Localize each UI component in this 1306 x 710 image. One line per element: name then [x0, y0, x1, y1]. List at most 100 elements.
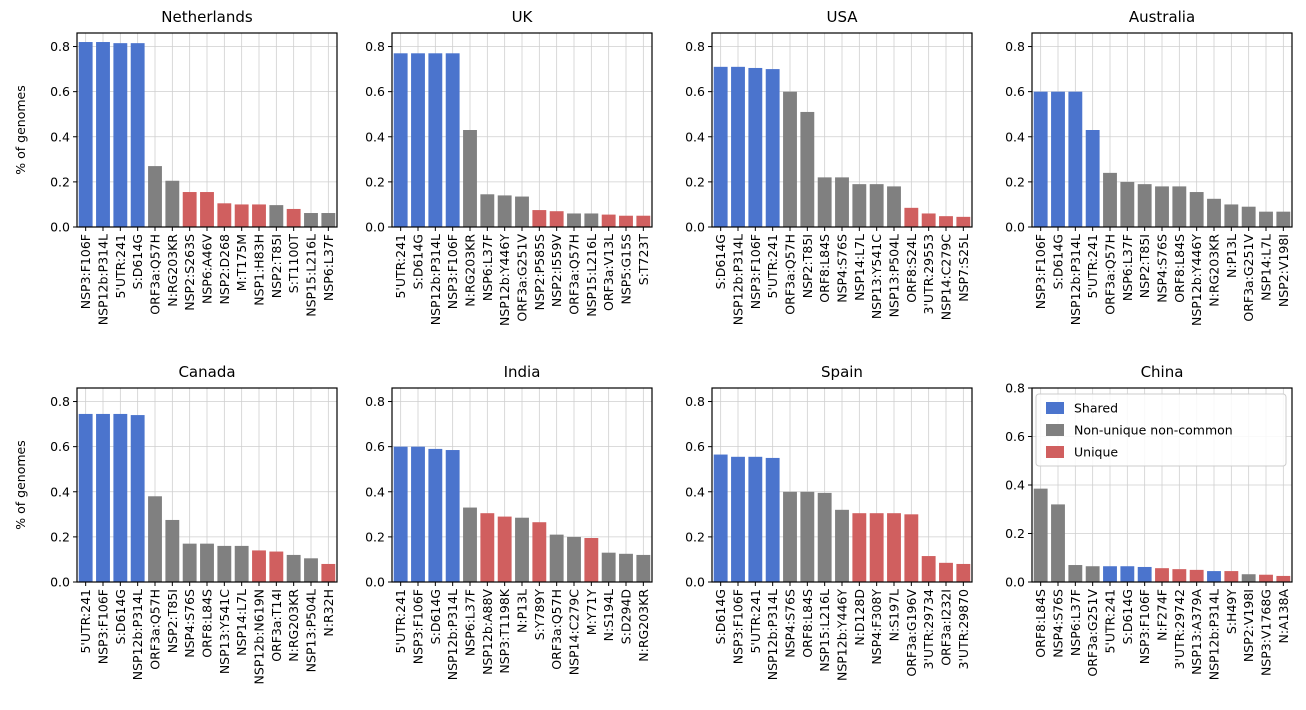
x-tick-label: ORF8:L84S: [200, 589, 215, 658]
y-tick-label: 0.6: [1005, 84, 1025, 99]
bar: [217, 203, 232, 227]
bar: [1172, 186, 1187, 227]
x-tick-label: NSP5:G15S: [619, 234, 634, 305]
subplot-title: Canada: [178, 363, 235, 381]
bar: [252, 550, 266, 582]
bar: [748, 456, 763, 582]
bar: [515, 517, 529, 582]
y-tick-label: 0.6: [685, 84, 705, 99]
bar: [480, 194, 495, 227]
x-tick-label: 5'UTR:241: [393, 589, 408, 654]
bar: [182, 192, 197, 227]
bar: [269, 551, 284, 582]
subplot-title: China: [1141, 363, 1184, 381]
x-tick-label: NSP6:L37F: [1068, 589, 1083, 656]
y-tick-label: 0.8: [50, 39, 70, 54]
bar: [165, 519, 180, 582]
x-tick-label: NSP4:S76S: [835, 234, 850, 303]
x-tick-label: NSP6:L37F: [480, 234, 495, 301]
bar: [411, 53, 425, 228]
x-tick-label: NSP2:T85I: [1137, 234, 1152, 298]
axes-frame: [391, 32, 653, 228]
x-tick-label: NSP3:F106F: [731, 589, 746, 664]
bar: [817, 177, 832, 227]
x-tick-label: NSP3:T1198K: [497, 588, 512, 673]
bar: [584, 538, 599, 582]
x-tick-label: NSP12b:P314L: [731, 234, 746, 325]
y-tick-label: 0.0: [1005, 220, 1025, 235]
x-tick-label: S:D614G: [1120, 589, 1135, 644]
axes-frame: [711, 32, 973, 228]
bar: [1189, 569, 1204, 582]
bar: [549, 534, 564, 582]
x-tick-label: S:D614G: [713, 234, 728, 289]
x-tick-label: ORF8:S24L: [904, 234, 919, 303]
x-tick-label: N:A138A: [1276, 589, 1291, 644]
x-tick-label: NSP6:A46V: [200, 234, 215, 304]
x-tick-label: NSP7:S25L: [956, 234, 971, 302]
bar: [1276, 575, 1291, 582]
x-tick-label: ORF8:L84S: [1033, 589, 1048, 658]
x-tick-label: S:D614G: [428, 589, 443, 644]
x-tick-label: ORF3a:Q57H: [148, 589, 163, 670]
bar: [619, 553, 633, 582]
y-tick-label: 0.2: [1005, 526, 1025, 541]
x-tick-label: N:P13L: [515, 589, 530, 633]
bar: [835, 177, 849, 227]
bar: [852, 184, 867, 227]
bar: [445, 53, 460, 228]
bar: [130, 43, 145, 228]
x-tick-label: 5'UTR:241: [113, 234, 128, 299]
y-tick-label: 0.8: [685, 39, 705, 54]
y-tick-label: 0.2: [50, 174, 70, 189]
x-tick-label: NSP3:F106F: [96, 589, 111, 664]
x-tick-label: NSP1:H83H: [252, 234, 267, 306]
y-tick-label: 0.0: [685, 575, 705, 590]
x-tick-label: NSP15:L216L: [304, 234, 319, 317]
subplot: Australia 0.0 0.2 0.4 0.6 0.8 NSP3:F106F S:D614…: [1005, 8, 1293, 326]
bar: [1120, 566, 1135, 582]
subplot-title: USA: [826, 8, 858, 26]
axes-frame: [1031, 32, 1293, 228]
bar: [1207, 571, 1221, 582]
bar: [1241, 574, 1256, 582]
x-tick-label: S:D614G: [1051, 234, 1066, 289]
bar: [713, 66, 728, 227]
bar: [783, 91, 797, 228]
y-tick-label: 0.8: [1005, 39, 1025, 54]
bar: [869, 513, 884, 582]
x-tick-label: NSP12b:P314L: [428, 234, 443, 325]
bar: [619, 215, 633, 227]
bar: [463, 130, 477, 227]
bar: [921, 556, 936, 582]
x-tick-label: S:D614G: [411, 234, 426, 289]
y-tick-label: 0.8: [1005, 381, 1025, 396]
y-tick-label: 0.0: [685, 220, 705, 235]
x-tick-label: NSP2:T85I: [269, 234, 284, 298]
x-tick-label: N:RG203KR: [286, 589, 301, 662]
x-tick-label: NSP12b:P314L: [445, 589, 460, 680]
y-axis-label: % of genomes: [13, 440, 28, 529]
subplot: Spain 0.0 0.2 0.4 0.6 0.8 S:D614G NSP3:F106F 5'U…: [685, 363, 973, 681]
bar: [1068, 565, 1083, 582]
x-tick-label: ORF3a:G251V: [1241, 234, 1256, 322]
bar: [286, 208, 301, 227]
bar: [1137, 184, 1152, 227]
bar: [921, 213, 936, 227]
x-tick-label: ORF3a:Q57H: [567, 234, 582, 315]
y-tick-label: 0.6: [365, 439, 385, 454]
x-tick-label: NSP14:C279C: [939, 234, 954, 321]
x-tick-label: NSP14:L7L: [234, 589, 249, 656]
axes-frame: [76, 387, 338, 583]
y-tick-label: 0.0: [50, 575, 70, 590]
y-tick-label: 0.4: [50, 129, 70, 144]
legend-label: Non-unique non-common: [1074, 423, 1233, 438]
x-tick-label: ORF3a:G251V: [1085, 589, 1100, 677]
bar: [321, 213, 336, 227]
x-tick-label: S:T1100T: [286, 234, 301, 294]
bar: [217, 545, 232, 582]
x-tick-label: 5'UTR:241: [1103, 589, 1118, 654]
bar: [96, 413, 110, 582]
x-tick-label: ORF3a:T14I: [269, 589, 284, 662]
